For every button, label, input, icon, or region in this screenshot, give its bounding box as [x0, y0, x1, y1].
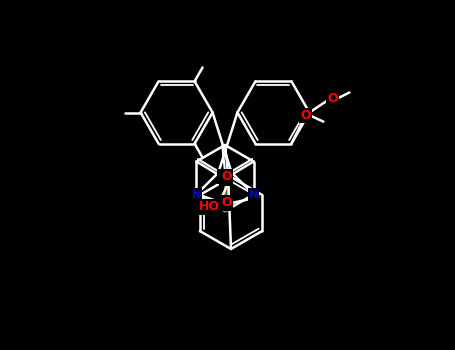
Text: N: N: [249, 189, 258, 200]
Text: O: O: [221, 170, 232, 183]
Text: O: O: [218, 170, 229, 183]
Text: N: N: [192, 189, 201, 200]
Text: S: S: [221, 172, 229, 184]
Text: O: O: [327, 92, 338, 105]
Text: O: O: [300, 109, 311, 122]
Text: O: O: [222, 196, 232, 210]
Text: HO: HO: [198, 201, 219, 214]
